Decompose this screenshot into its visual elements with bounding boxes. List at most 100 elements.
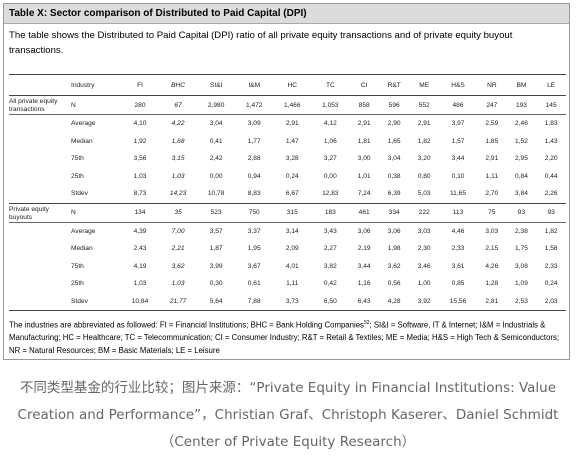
table-cell: 6,39	[378, 185, 410, 204]
table-cell: 2,88	[247, 155, 261, 163]
table-row: Private equity buyouts N 134 35 523 750 315 183…	[9, 203, 566, 223]
table-cell: 3,97	[451, 120, 465, 128]
table-cell: 3,99	[209, 262, 223, 270]
table-cell: 3,61	[451, 262, 465, 270]
table-cell: 4,19	[133, 262, 147, 270]
table-cell: 3,43	[323, 227, 337, 235]
group-cell	[9, 222, 71, 240]
table-cell: 2,27	[323, 245, 337, 253]
group-cell	[9, 115, 71, 133]
table-cell: 3,15	[171, 155, 185, 163]
column-header: BHC	[159, 74, 198, 96]
table-row: 75th 3,56 3,15 2,42 2,88 3,28 3,27 3,00 3,04 3,20…	[9, 150, 566, 168]
column-header: I&M	[235, 74, 274, 96]
group-label: Private equity buyouts	[9, 205, 49, 221]
table-cell: 1,03	[133, 280, 147, 288]
table-cell: 315	[273, 203, 312, 223]
table-cell: 2,91	[417, 120, 431, 128]
table-cell: 1,472	[235, 95, 274, 115]
table-cell: 0,84	[515, 172, 528, 180]
table-cell: 3,73	[273, 292, 312, 311]
table-row: 75th 4,19 3,62 3,99 3,67 4,01 3,82 3,44 3,62 3,46…	[9, 258, 566, 276]
table-cell: 0,00	[209, 172, 223, 180]
table-cell: 3,82	[323, 262, 337, 270]
table-cell: 4,12	[323, 120, 337, 128]
table-cell: 1,053	[311, 95, 350, 115]
group-cell	[9, 292, 71, 311]
table-cell: 3,62	[171, 262, 185, 270]
table-cell: 1,81	[357, 137, 371, 145]
table-cell: 1,92	[133, 137, 147, 145]
table-cell: 35	[159, 203, 198, 223]
table-cell: 858	[349, 95, 379, 115]
table-cell: 67	[159, 95, 198, 115]
column-header: NR	[477, 74, 507, 96]
header-row: Industry FI BHC SI&I I&M HC TC CI R&T ME H&S NR BM LE	[9, 74, 566, 96]
table-cell: 2,42	[209, 155, 223, 163]
table-cell: 0,42	[323, 280, 337, 288]
table-cell: 3,03	[417, 227, 431, 235]
column-header: TC	[311, 74, 350, 96]
table-cell: 2,980	[197, 95, 236, 115]
table-cell: 3,04	[209, 120, 223, 128]
group-cell	[9, 185, 71, 204]
column-header: FI	[121, 74, 160, 96]
group-cell: Private equity buyouts	[9, 203, 71, 223]
table-cell: 12,83	[311, 185, 350, 204]
table-cell: 1,01	[357, 172, 371, 180]
table-description: The table shows the Distributed to Paid …	[9, 30, 513, 56]
table-cell: 2,91	[485, 155, 499, 163]
table-cell: 4,28	[378, 292, 410, 311]
table-cell: 14,23	[159, 185, 198, 204]
table-cell: 1,75	[515, 245, 528, 253]
table-cell: 3,44	[357, 262, 371, 270]
row-label: 75th	[71, 262, 84, 270]
table-cell: 1,82	[544, 227, 558, 235]
table-cell: 0,30	[209, 280, 223, 288]
group-cell	[9, 168, 71, 186]
column-header: CI	[349, 74, 379, 96]
table-cell: 7,00	[171, 227, 185, 235]
group-cell	[9, 275, 71, 293]
table-cell: 1,00	[417, 280, 431, 288]
row-label: Stdev	[71, 292, 121, 311]
table-cell: 247	[477, 95, 507, 115]
table-row: Median 2,43 2,21 1,87 1,95 2,09 2,27 2,19 1,98 2,…	[9, 240, 566, 258]
table-cell: 0,61	[247, 280, 261, 288]
table-cell: 3,62	[387, 262, 401, 270]
table-cell: 3,08	[515, 262, 528, 270]
table-cell: 2,53	[506, 292, 537, 311]
table-cell: 1,06	[323, 137, 337, 145]
table-row: Stdev 10,84 21,77 5,64 7,88 3,73 6,50 6,43 4,28 3…	[9, 292, 566, 311]
table-cell: 0,56	[387, 280, 401, 288]
table-cell: 3,56	[133, 155, 147, 163]
table-cell: 3,46	[417, 262, 431, 270]
row-label: N	[71, 203, 121, 223]
table-cell: 3,06	[357, 227, 371, 235]
table-cell: 280	[121, 95, 160, 115]
table-cell: 2,09	[285, 245, 299, 253]
table-cell: 2,33	[544, 262, 558, 270]
table-cell: 0,24	[285, 172, 299, 180]
table-cell: 7,88	[235, 292, 274, 311]
group-cell: All private equity transactions	[9, 95, 71, 115]
table-row: 25th 1,03 1,03 0,00 0,94 0,24 0,00 1,01 0,38 0,80…	[9, 168, 566, 186]
table-cell: 1,98	[387, 245, 401, 253]
table-cell: 1,85	[485, 137, 499, 145]
table-cell: 1,95	[247, 245, 261, 253]
table-cell: 8,73	[121, 185, 160, 204]
table-row: Average 4,10 4,22 3,04 3,09 2,91 4,12 2,91 2,90 2…	[9, 115, 566, 133]
table-cell: 2,59	[485, 120, 499, 128]
table-cell: 1,09	[515, 280, 528, 288]
table-row: Median 1,92 1,68 0,41 1,77 1,47 1,06 1,81 1,65 1,…	[9, 133, 566, 151]
row-label: N	[71, 95, 121, 115]
table-cell: 10,84	[121, 292, 160, 311]
spacer-cell	[9, 74, 71, 96]
table-cell: 2,26	[536, 185, 566, 204]
table-cell: 2,15	[485, 245, 499, 253]
table-cell: 0,85	[451, 280, 465, 288]
table-cell: 1,43	[544, 137, 558, 145]
row-label: Median	[71, 245, 93, 253]
table-cell: 2,19	[357, 245, 371, 253]
table-cell: 1,83	[544, 120, 558, 128]
